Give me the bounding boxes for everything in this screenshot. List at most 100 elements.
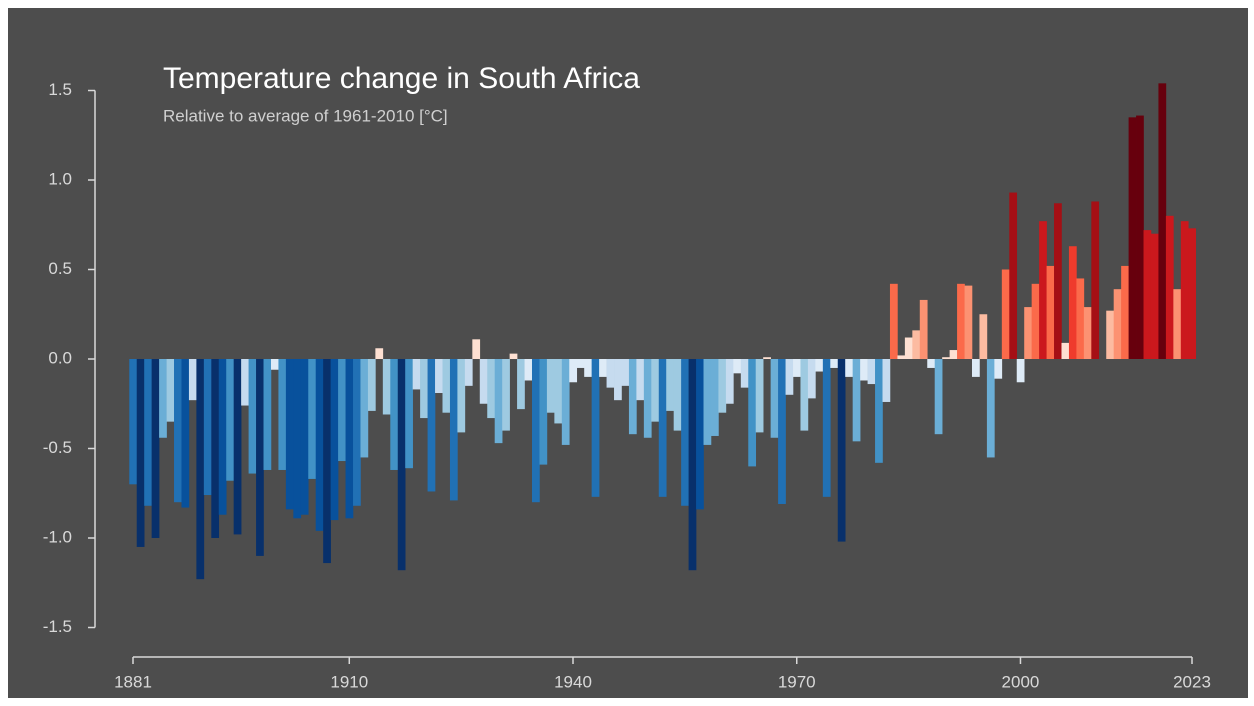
- bar: [1180, 221, 1189, 359]
- bar: [524, 359, 533, 381]
- chart-title: Temperature change in South Africa: [163, 62, 640, 95]
- bar: [942, 357, 950, 359]
- bar: [1001, 269, 1010, 359]
- bar: [852, 359, 861, 442]
- bar: [435, 359, 443, 394]
- y-tick-label: -1.5: [43, 617, 72, 636]
- bar: [263, 359, 272, 470]
- bar: [979, 314, 988, 359]
- bar: [1039, 221, 1047, 359]
- bar: [256, 359, 264, 556]
- bar: [949, 350, 958, 359]
- bar: [330, 359, 339, 521]
- bar: [785, 359, 794, 395]
- bar: [166, 359, 175, 422]
- bar: [211, 359, 220, 538]
- bar: [427, 359, 436, 492]
- bar: [1061, 342, 1070, 359]
- bar: [1031, 283, 1040, 359]
- bar: [681, 359, 689, 506]
- bar: [382, 359, 391, 415]
- bar: [188, 359, 197, 401]
- bar: [196, 359, 205, 580]
- bar: [375, 348, 384, 359]
- bar: [1068, 246, 1077, 359]
- bar: [353, 359, 361, 506]
- bar: [643, 359, 652, 438]
- bar: [218, 359, 227, 515]
- bar: [710, 359, 719, 436]
- bar: [636, 359, 645, 401]
- bar: [971, 359, 980, 377]
- bar: [584, 359, 592, 377]
- bar: [561, 359, 570, 445]
- bar: [442, 359, 451, 413]
- bar: [345, 359, 354, 519]
- bar: [270, 359, 279, 370]
- bar: [174, 359, 182, 503]
- bar: [233, 359, 242, 535]
- bar: [1150, 233, 1159, 359]
- bar: [576, 359, 585, 368]
- bar: [308, 359, 317, 479]
- bar: [502, 359, 510, 431]
- bar: [882, 359, 891, 402]
- bar: [860, 359, 868, 381]
- bar: [688, 359, 697, 571]
- bar: [151, 359, 160, 538]
- bar: [181, 359, 190, 508]
- bar: [487, 359, 496, 419]
- x-tick-label: 1910: [330, 672, 368, 691]
- bar: [718, 359, 727, 413]
- y-tick-label: 1.0: [48, 169, 72, 188]
- bar: [509, 353, 518, 359]
- x-tick-label: 1940: [554, 672, 592, 691]
- bar: [241, 359, 249, 406]
- y-tick-label: 0.0: [48, 348, 72, 367]
- bar: [457, 359, 466, 433]
- bar: [957, 283, 965, 359]
- bar: [770, 359, 779, 438]
- bar: [875, 359, 883, 463]
- bar: [822, 359, 831, 497]
- bar: [1165, 215, 1174, 359]
- bar: [412, 359, 421, 390]
- bar: [1113, 289, 1122, 359]
- bar: [226, 359, 234, 481]
- bar: [338, 359, 346, 462]
- bar: [1076, 278, 1085, 359]
- bar: [1016, 359, 1025, 383]
- bar: [927, 359, 936, 368]
- bar: [591, 359, 600, 497]
- y-tick-label: -0.5: [43, 438, 72, 457]
- bar: [837, 359, 846, 542]
- bar: [420, 359, 428, 419]
- bar: [554, 359, 563, 424]
- chart-subtitle: Relative to average of 1961-2010 [°C]: [163, 106, 448, 125]
- bar: [703, 359, 712, 445]
- bar: [696, 359, 704, 510]
- bar: [748, 359, 757, 467]
- bar: [986, 359, 995, 458]
- x-tick-label: 2000: [1002, 672, 1040, 691]
- bar: [830, 359, 839, 368]
- bar: [278, 359, 287, 470]
- bar: [964, 285, 973, 359]
- bar: [1024, 307, 1032, 359]
- bar: [323, 359, 331, 564]
- bar: [919, 299, 928, 359]
- bar: [1121, 265, 1129, 359]
- x-tick-label: 1970: [778, 672, 816, 691]
- bar: [315, 359, 324, 531]
- x-tick-label: 2023: [1173, 672, 1211, 691]
- bar: [531, 359, 540, 503]
- x-tick-label: 1881: [114, 672, 152, 691]
- bar: [599, 359, 607, 377]
- bar: [1136, 115, 1144, 359]
- bar: [285, 359, 294, 510]
- bar: [479, 359, 488, 404]
- bar: [725, 359, 734, 404]
- bar: [889, 283, 898, 359]
- bar: [464, 359, 473, 386]
- bar: [1054, 203, 1062, 359]
